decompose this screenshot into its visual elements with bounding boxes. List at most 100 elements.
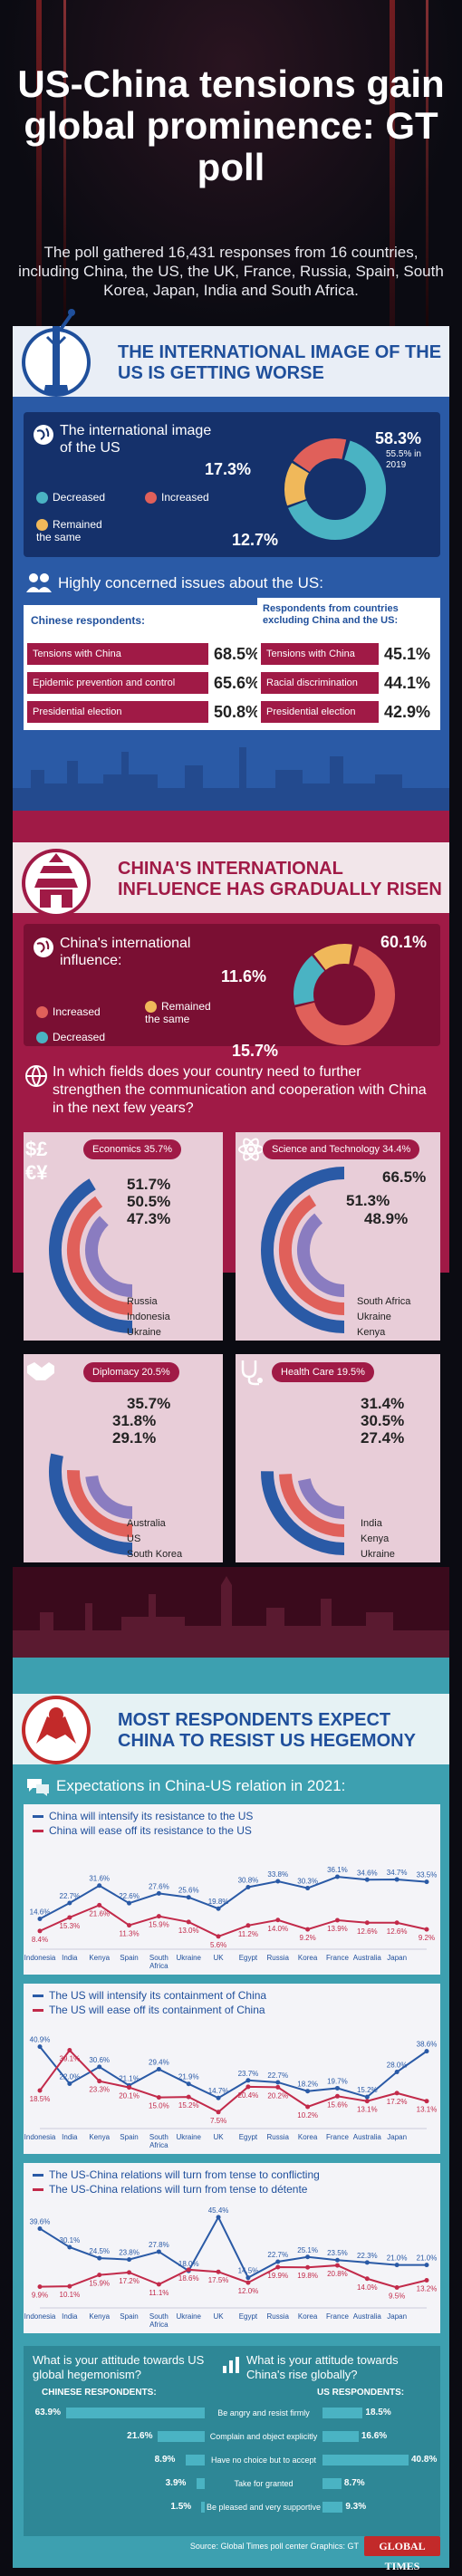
data-point [334, 1918, 340, 1923]
tick-label: Indonesia [24, 2312, 56, 2321]
tick-label: Spain [120, 2133, 138, 2141]
data-point [364, 2094, 370, 2100]
data-point [245, 1884, 251, 1889]
attitude-bar-chinese [65, 2408, 205, 2418]
data-label: 20.1% [119, 2092, 140, 2100]
chart-legend: The US-China relations will turn from te… [33, 2168, 320, 2182]
attitude-value-us: 9.3% [345, 2502, 367, 2512]
data-point [334, 1874, 340, 1879]
data-point [216, 1934, 221, 1939]
data-label: 18.2% [297, 2081, 318, 2089]
handshake-icon [27, 1362, 54, 1380]
data-label: 30.8% [238, 1876, 259, 1884]
chinese-issues-title: Chinese respondents: [31, 614, 146, 627]
data-point [67, 2244, 72, 2250]
chart-legend: The US will intensify its containment of… [33, 1989, 266, 2003]
data-point [305, 1886, 311, 1891]
data-point [394, 1877, 399, 1882]
data-label: 15.9% [89, 2280, 110, 2288]
data-point [186, 2094, 191, 2100]
data-point [364, 1877, 370, 1882]
legend-remained: Remained the same [145, 1000, 211, 1026]
data-point [186, 1919, 191, 1925]
data-point [216, 1906, 221, 1911]
data-label: 27.8% [149, 2241, 169, 2249]
data-label: 30.3% [297, 1878, 318, 1886]
data-label: 40.9% [30, 2036, 51, 2044]
data-label: 18.6% [178, 2274, 199, 2283]
tick-label: Korea [298, 2133, 318, 2141]
line-chart-box-containment: The US will intensify its containment of… [24, 1984, 440, 2154]
field-arc [49, 1178, 133, 1333]
other-row-value: 42.9% [384, 703, 431, 721]
data-point [37, 2284, 43, 2290]
data-label: 21.0% [417, 2254, 438, 2263]
chart-icon [223, 2357, 239, 2373]
data-label: 19.7% [327, 2077, 348, 2085]
attitude-value-chinese: 8.9% [154, 2455, 176, 2465]
tick-label: Ukraine [176, 2133, 201, 2141]
data-label: 39.1% [60, 2055, 81, 2063]
legend-dot-remained [36, 519, 48, 532]
data-label: 30.6% [89, 2056, 110, 2064]
legend-line-a [33, 1994, 43, 1998]
other-issues-table: Respondents from countries excluding Chi… [257, 598, 440, 730]
data-label: 27.6% [149, 1882, 169, 1890]
data-point [216, 2095, 221, 2100]
data-label: 28.0% [387, 2062, 408, 2070]
data-point [364, 2099, 370, 2104]
data-label: 7.5% [210, 2117, 226, 2125]
field-value: 31.8% [112, 1412, 157, 1429]
field-tag-economics: Economics 35.7% [83, 1139, 182, 1159]
data-point [97, 2064, 102, 2070]
data-label: 22.3% [357, 2252, 378, 2260]
data-label: 12.6% [357, 1927, 378, 1936]
data-label: 25.6% [178, 1887, 199, 1895]
section1-title: THE INTERNATIONAL IMAGE OF THE US IS GET… [118, 342, 442, 383]
data-point [216, 2110, 221, 2115]
data-label: 18.5% [30, 2095, 51, 2103]
legend-line-b [33, 2188, 43, 2192]
data-label: 14.7% [208, 2087, 229, 2095]
field-tag-health: Health Care 19.5% [272, 1362, 374, 1382]
china-skyline-illustration [13, 1567, 449, 1658]
data-label: 8.4% [32, 1936, 48, 1944]
field-value: 27.4% [361, 1429, 405, 1447]
data-point [305, 2264, 311, 2270]
attitude-label: Be angry and resist firmly [217, 2408, 310, 2417]
data-point [67, 2283, 72, 2289]
other-row-value: 44.1% [384, 674, 431, 692]
chart-legend: China will intensify its resistance to t… [33, 1810, 253, 1823]
tick-label: UK [214, 2133, 225, 2141]
data-point [394, 2070, 399, 2075]
data-point [97, 2079, 102, 2084]
data-point [364, 2260, 370, 2265]
ring-segment [294, 946, 395, 1045]
data-point [127, 2085, 132, 2091]
data-point [245, 2280, 251, 2285]
section3-title: MOST RESPONDENTS EXPECT CHINA TO RESIST … [118, 1710, 416, 1751]
data-point [127, 2257, 132, 2263]
chart-legend: China will ease off its resistance to th… [33, 1824, 252, 1838]
source-credit: Source: Global Times poll center Graphic… [189, 2542, 359, 2551]
globe-icon [25, 1065, 47, 1087]
data-point [424, 2277, 429, 2283]
data-point [275, 2259, 281, 2264]
data-label: 14.6% [30, 1908, 51, 1916]
china-influence-label: China's international influence: [60, 936, 191, 968]
field-country: Russia [127, 1296, 158, 1307]
data-label: 45.4% [208, 2206, 229, 2215]
field-arc [279, 1473, 345, 1537]
series-line [39, 1876, 428, 1920]
data-label: 10.1% [60, 2291, 81, 2299]
data-point [305, 2254, 311, 2260]
data-label: 21.6% [89, 1909, 110, 1918]
data-label: 19.8% [208, 1898, 229, 1906]
data-point [156, 2095, 161, 2100]
attitude-label: Take for granted [234, 2479, 294, 2488]
data-point [127, 1900, 132, 1906]
tick-label: France [326, 2133, 349, 2141]
chinese-row-label: Tensions with China [27, 643, 208, 665]
tick-label: Russia [267, 1954, 290, 1962]
issues-title: Highly concerned issues about the US: [58, 574, 323, 591]
